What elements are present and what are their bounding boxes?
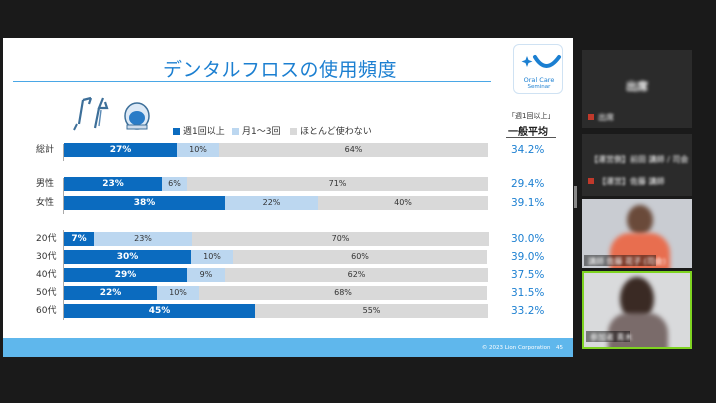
avg-value: 37.5%	[511, 269, 545, 281]
legend-swatch	[232, 128, 239, 135]
bar-rarely: 70%	[192, 232, 489, 246]
participant-name: 講師 佐藤 花子 (司会)	[588, 257, 666, 266]
avg-value: 34.2%	[511, 144, 545, 156]
bar-weekly: 22%	[64, 286, 157, 300]
oral-care-seminar-logo: Oral Care Seminar	[513, 44, 563, 94]
legend-item-weekly: 週1回以上	[173, 124, 225, 137]
title-underline	[13, 81, 491, 82]
bar-monthly: 10%	[191, 250, 233, 264]
bar-monthly: 10%	[177, 143, 219, 157]
bar-rarely: 62%	[225, 268, 488, 282]
row-label: 60代	[36, 306, 57, 316]
bar-rarely: 64%	[219, 143, 488, 157]
bar-monthly: 23%	[94, 232, 192, 246]
copyright-text: © 2023 Lion Corporation 45	[481, 345, 563, 351]
mute-icon	[588, 178, 594, 184]
row-label: 20代	[36, 234, 57, 244]
floss-illustration-icon	[69, 94, 159, 138]
bar-rarely: 60%	[233, 250, 487, 264]
avg-header-title: 一般平均	[508, 127, 548, 138]
axis-line	[63, 178, 64, 214]
shared-slide: デンタルフロスの使用頻度 Oral Care Seminar 週1回以上 月1～…	[3, 38, 573, 357]
bar-rarely: 55%	[255, 304, 488, 318]
video-body	[610, 233, 670, 268]
bar-rarely: 68%	[199, 286, 487, 300]
avg-value: 31.5%	[511, 287, 545, 299]
video-body	[608, 313, 668, 347]
panel-resize-handle[interactable]	[574, 186, 577, 208]
row-label: 30代	[36, 252, 57, 262]
participant-tile-2[interactable]: 【運営側】前田 講師 / 司会 【運営】佐藤 講師	[582, 134, 692, 196]
avg-header-sub: 「週1回以上」	[508, 112, 555, 120]
participant-subname: 【運営】佐藤 講師	[598, 177, 665, 186]
bar-weekly: 7%	[64, 232, 94, 246]
slide-title: デンタルフロスの使用頻度	[163, 59, 398, 81]
participant-video-4-active-speaker[interactable]: 参加者 青木	[582, 271, 692, 349]
participant-initials: 出席	[626, 80, 648, 93]
legend-item-monthly: 月1～3回	[232, 124, 280, 137]
slide-footer-bar: © 2023 Lion Corporation 45	[3, 338, 573, 357]
row-label: 総計	[36, 145, 55, 155]
row-label: 男性	[36, 179, 55, 189]
bar-weekly: 45%	[64, 304, 255, 318]
logo-text-line2: Seminar	[527, 84, 551, 90]
legend-item-rarely: ほとんど使わない	[290, 124, 372, 137]
bar-weekly: 38%	[64, 196, 225, 210]
legend-label: 週1回以上	[183, 127, 225, 137]
video-face	[627, 205, 653, 235]
avg-header-underline	[506, 137, 556, 138]
name-label-bg	[584, 255, 656, 266]
avg-value: 29.4%	[511, 178, 545, 190]
bar-weekly: 29%	[64, 268, 187, 282]
participant-name: 【運営側】前田 講師 / 司会	[590, 155, 689, 164]
participant-tile-1[interactable]: 出席 出席	[582, 50, 692, 128]
mute-icon	[588, 114, 594, 120]
axis-line	[63, 230, 64, 320]
bar-monthly: 6%	[162, 177, 187, 191]
legend-swatch	[173, 128, 180, 135]
logo-text-line1: Oral Care	[523, 76, 555, 84]
bar-monthly: 9%	[187, 268, 225, 282]
name-label-bg	[586, 331, 630, 342]
legend-label: 月1～3回	[242, 127, 281, 137]
avg-value: 39.1%	[511, 197, 545, 209]
legend-label: ほとんど使わない	[300, 127, 372, 137]
avg-value: 33.2%	[511, 305, 545, 317]
row-label: 50代	[36, 288, 57, 298]
bar-rarely: 71%	[187, 177, 488, 191]
participant-video-3[interactable]: 講師 佐藤 花子 (司会)	[582, 199, 692, 268]
bar-monthly: 10%	[157, 286, 199, 300]
bar-weekly: 30%	[64, 250, 191, 264]
bar-weekly: 23%	[64, 177, 162, 191]
avg-value: 30.0%	[511, 233, 545, 245]
avg-value: 39.0%	[511, 251, 545, 263]
legend-swatch	[290, 128, 297, 135]
bar-monthly: 22%	[225, 196, 318, 210]
bar-rarely: 40%	[318, 196, 488, 210]
participant-name: 出席	[598, 113, 614, 122]
bar-weekly: 27%	[64, 143, 177, 157]
row-label: 女性	[36, 198, 55, 208]
row-label: 40代	[36, 270, 57, 280]
axis-line	[63, 144, 64, 161]
participant-name: 参加者 青木	[590, 333, 633, 342]
